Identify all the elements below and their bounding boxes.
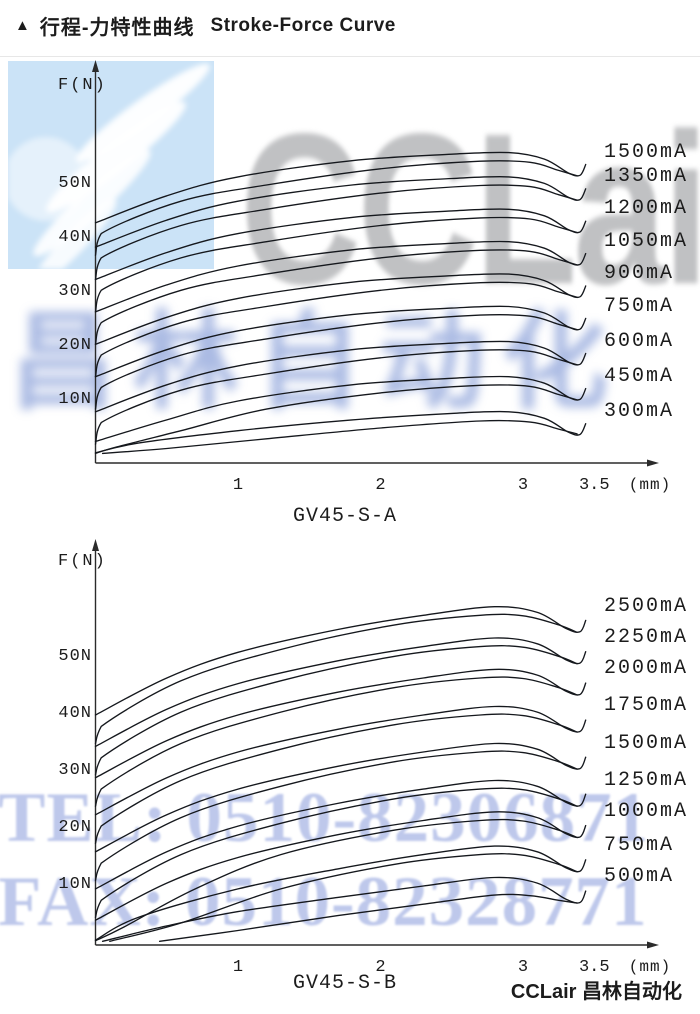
series-label-1500mA: 1500mA (604, 731, 689, 755)
header-title-cn: 行程-力特性曲线 (39, 17, 195, 39)
x-tick-1: 1 (232, 476, 244, 495)
y-axis-label-chart-b: F(N) (58, 552, 107, 571)
header-title-en: Stroke-Force Curve (210, 14, 396, 36)
scan-edge-line (0, 56, 700, 57)
y-axis-label-chart-a: F(N) (58, 76, 107, 95)
y-tick-40N: 40N (58, 704, 92, 723)
series-label-500mA: 500mA (604, 865, 675, 889)
watermark-company-cn: 昌林自动化 (10, 304, 625, 422)
series-label-1050mA: 1050mA (604, 229, 689, 253)
watermark-logo-text: CCLair (240, 88, 700, 330)
y-tick-30N: 30N (58, 761, 92, 780)
x-tick-2: 2 (375, 476, 386, 495)
x-tick-3: 3 (517, 476, 529, 495)
x-tick-3.5: 3.5 (578, 476, 610, 495)
footer-brand: CCLair 昌林自动化 (510, 981, 682, 1003)
series-label-300mA: 300mA (604, 399, 675, 423)
y-tick-20N: 20N (58, 336, 92, 355)
series-label-750mA: 750mA (604, 834, 675, 858)
chart-title-gv45-s-b: GV45-S-B (292, 972, 397, 995)
series-label-1000mA: 1000mA (604, 799, 689, 823)
y-tick-30N: 30N (58, 282, 92, 301)
series-label-1500mA: 1500mA (604, 140, 689, 164)
y-tick-40N: 40N (58, 228, 92, 247)
series-label-2000mA: 2000mA (604, 657, 689, 681)
x-axis-unit: (mm) (628, 476, 672, 494)
series-label-900mA: 900mA (604, 262, 675, 286)
y-tick-10N: 10N (58, 390, 92, 409)
series-label-1250mA: 1250mA (604, 768, 689, 792)
x-axis-unit: (mm) (628, 958, 672, 976)
series-label-1750mA: 1750mA (604, 694, 689, 718)
series-label-1350mA: 1350mA (604, 164, 689, 188)
watermark-logo-box (8, 61, 214, 269)
logo-swoosh-icon (8, 63, 210, 269)
series-label-2250mA: 2250mA (604, 626, 689, 650)
y-tick-10N: 10N (58, 875, 92, 894)
y-tick-20N: 20N (58, 818, 92, 837)
series-label-2500mA: 2500mA (604, 594, 689, 618)
y-tick-50N: 50N (58, 647, 92, 666)
series-label-1200mA: 1200mA (604, 197, 689, 221)
page-header: ▲ 行程-力特性曲线 Stroke-Force Curve (15, 11, 396, 40)
series-label-750mA: 750mA (604, 294, 675, 318)
watermark-fax: FAX: 0510-82328771 (0, 863, 648, 941)
series-label-600mA: 600mA (604, 329, 675, 353)
chart-title-gv45-s-a: GV45-S-A (292, 505, 397, 528)
triangle-marker-icon: ▲ (15, 17, 30, 34)
y-tick-50N: 50N (58, 174, 92, 193)
watermark-tel: TEL: 0510-82306871 (0, 779, 650, 857)
series-label-450mA: 450mA (604, 364, 675, 388)
